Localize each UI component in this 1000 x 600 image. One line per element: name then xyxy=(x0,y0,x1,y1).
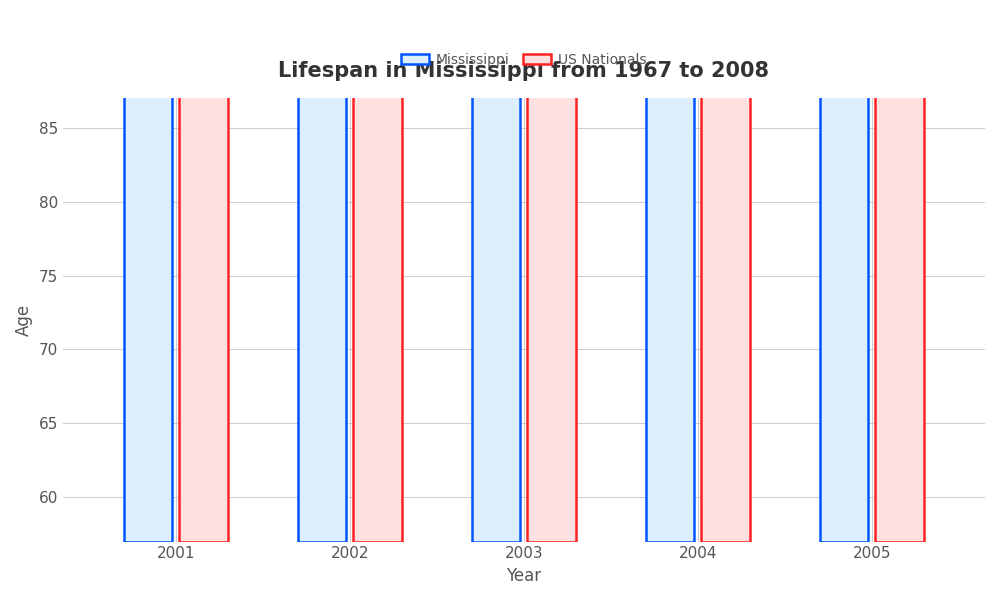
X-axis label: Year: Year xyxy=(506,567,541,585)
Bar xyxy=(179,0,228,542)
Legend: Mississippi, US Nationals: Mississippi, US Nationals xyxy=(396,47,652,73)
Bar xyxy=(353,0,402,542)
Bar xyxy=(472,0,520,542)
Bar xyxy=(820,0,868,542)
Bar xyxy=(875,0,924,542)
Bar xyxy=(527,0,576,542)
Bar xyxy=(701,0,750,542)
Bar xyxy=(298,0,346,542)
Bar xyxy=(124,0,172,542)
Bar xyxy=(646,0,694,542)
Title: Lifespan in Mississippi from 1967 to 2008: Lifespan in Mississippi from 1967 to 200… xyxy=(278,61,769,81)
Y-axis label: Age: Age xyxy=(15,304,33,336)
